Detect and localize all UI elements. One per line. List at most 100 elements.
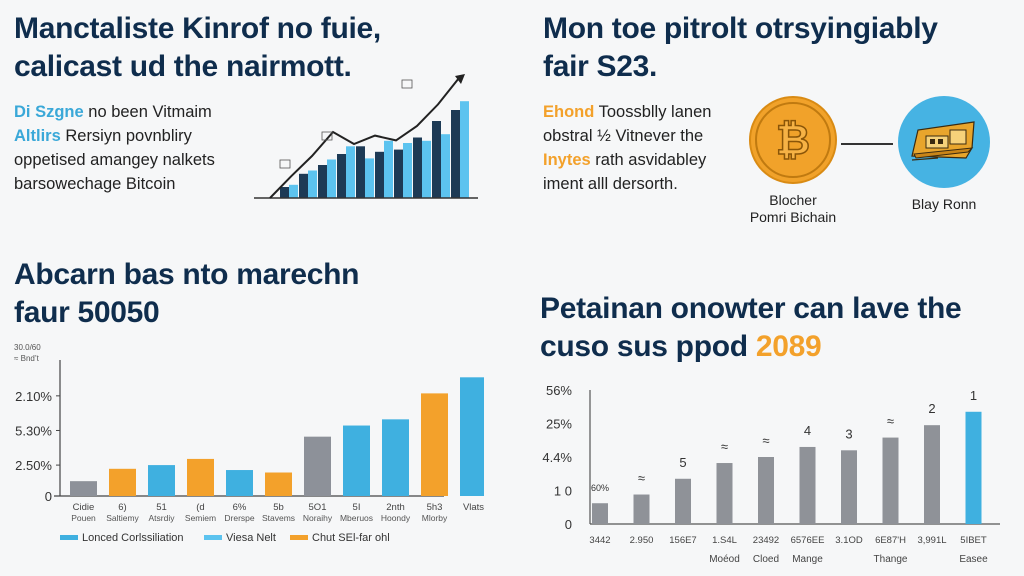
x-tick-sublabel: Semiem [185,513,216,523]
title-text: cuso sus ppod [540,330,756,363]
bar [799,446,816,524]
panel1-body-line: barsowechage Bitcoin [14,172,254,196]
highlight-term: Ehond [543,103,595,121]
panel2-body-line: obstral ½ Vitnever the [543,124,743,148]
hero-annotation-icon [401,79,413,89]
hero-bar-dark [280,187,289,198]
x-tick-sublabel: Atsrdiy [149,513,176,523]
panel4-title: Petainan onowter can lave the cuso sus p… [540,290,1020,366]
hero-bar-light [365,158,374,198]
hero-bar-dark [451,110,460,198]
x-tick-sublabel: Noraihy [303,513,333,523]
x-tick-sublabel: Mange [792,554,823,565]
y-axis-header: 30.0/60 [14,343,41,352]
node-label-line2: Pomri Bichain [749,209,837,225]
panel1-body-line: Altlirs Rersiyn povnbliry [14,124,254,148]
rising-bar-chart-icon [254,74,478,199]
x-tick-label: 5b [273,502,284,513]
panel3-title-line1: Abcarn bas nto marechn [14,258,360,291]
y-tick-label: 0 [45,489,52,504]
x-tick-sublabel: Easee [959,554,988,565]
x-tick-label: 5IBET [960,535,987,546]
panel1-title-line1: Manctaliste Kinrof no fuie, [14,12,381,45]
x-tick-sublabel: Moéod [709,554,740,565]
left-bar-chart: 30.0/60 ≈ Bnd’t 0 2.50% 5.30% 2.10% CidiePouen… [14,343,484,544]
body-text: obstral ½ Vitnever the [543,127,704,145]
y-tick-label: 0 [565,517,572,532]
x-tick-sublabel: Thange [874,554,908,565]
panel-right-bar-chart: Petainan onowter can lave the cuso sus p… [540,290,1020,570]
panel-market-growth: Manctaliste Kinrof no fuie, calicast ud … [14,10,514,240]
hero-bar-dark [413,137,422,198]
x-tick-sublabel: Mlorby [422,513,448,523]
x-tick-label: 1.S4L [712,535,737,546]
bar [633,494,650,524]
data-label: 1 [970,388,977,403]
node-bitcoin: ₿ Blocher Pomri Bichain [743,96,843,226]
y-tick-label: 25% [546,417,572,432]
bar [148,465,175,496]
y-tick-label: 2.50% [15,458,52,473]
bar [841,450,857,524]
data-label: 60% [591,483,609,493]
hero-trend-line [269,77,460,199]
panel4-title-line2: cuso sus ppod 2089 [540,328,1020,366]
panel2-body-line: Ehond Toossblly lanen [543,100,743,124]
bar [965,411,982,524]
hero-bar-light [422,140,431,198]
hero-bar-light [460,101,469,198]
panel2-title-line2: fair S23. [543,50,658,83]
hero-bar-dark [375,151,384,198]
bar [343,425,370,496]
data-label: ≈ [762,433,769,448]
hero-bar-light [346,146,355,198]
panel1-title-line2: calicast ud the nairmott. [14,50,352,83]
x-tick-label: 23492 [753,535,779,546]
bar [265,472,292,496]
x-tick-label: 6% [233,502,247,513]
x-tick-label: 156E7 [669,535,696,546]
bar [882,437,899,524]
panel3-title: Abcarn bas nto marechn faur 50050 [14,256,474,332]
right-bar-chart: 0 1 0 4.4% 25% 56% 60% 3442 ≈2.950 5 156E7 ≈1.S4L M… [542,383,1000,565]
bar [382,419,409,496]
node-label-line1: Blay Ronn [911,196,977,212]
hero-bar-light [384,140,393,198]
hero-bar-dark [356,146,365,198]
data-label: 4 [804,423,811,438]
panel3-title-line2: faur 50050 [14,296,160,329]
y-axis-header: ≈ Bnd’t [14,354,40,363]
panel2-title: Mon toe pitrolt otrsyingiably fair S23. [543,10,1003,86]
panel2-body: Ehond Toossblly lanen obstral ½ Vitnever… [543,100,743,196]
y-tick-label: 4.4% [542,450,572,465]
x-tick-label: 6E87'H [875,535,906,546]
highlight-term: Di Szgne [14,103,84,121]
hero-bar-light [403,143,412,198]
body-text: barsowechage Bitcoin [14,175,176,193]
mining-device-glyph [911,121,975,161]
x-tick-label: 2.950 [630,535,654,546]
highlight-term: Inytes [543,151,591,169]
panel2-body-line: Inytes rath asvidabley [543,148,743,172]
x-tick-label: Cidie [73,502,95,513]
node-label-line1: Blocher [769,192,817,208]
x-tick-sublabel: Pouen [71,513,96,523]
x-tick-sublabel: Drerspe [224,513,255,523]
body-text: Toossblly lanen [594,103,712,121]
x-tick-label: 51 [156,502,167,513]
panel1-body-line: oppetised amangey nalkets [14,148,254,172]
hero-bar-light [327,159,336,198]
x-tick-label: 5h3 [427,502,443,513]
bar [226,470,253,496]
x-tick-label: 2nth [386,502,405,513]
mining-device-icon [898,96,990,188]
legend-label: Lonced Corlssiliation [82,532,184,544]
x-tick-label: (d [196,502,204,513]
panel2-body-line: iment alll dersorth. [543,172,743,196]
hero-bar-dark [394,149,403,198]
legend-swatch [290,535,308,540]
bitcoin-glyph: ₿ [755,102,831,178]
bar [758,457,774,524]
bar [460,377,484,496]
x-tick-sublabel: Stavems [262,513,295,523]
